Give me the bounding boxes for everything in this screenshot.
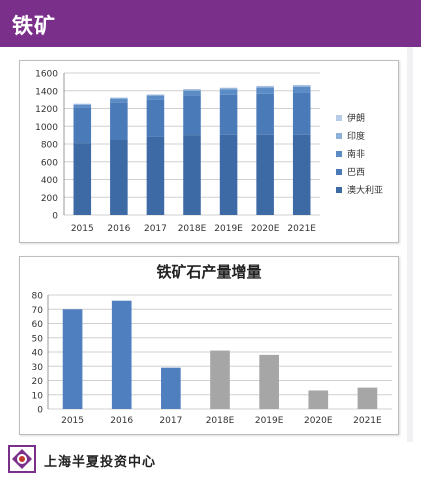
x-tick-label: 2019E — [214, 224, 243, 234]
bar-segment — [256, 93, 274, 135]
bar — [259, 354, 279, 409]
legend-swatch — [336, 187, 342, 193]
legend-label: 巴西 — [347, 167, 365, 178]
y-tick-label: 20 — [32, 377, 44, 387]
y-tick-label: 70 — [32, 306, 44, 316]
bar-segment — [292, 85, 311, 87]
bar-segment — [73, 107, 92, 144]
bar — [62, 309, 83, 409]
y-tick-label: 0 — [37, 406, 43, 416]
x-tick-label: 2018E — [206, 416, 235, 426]
bar-segment — [146, 95, 165, 100]
y-tick-label: 30 — [32, 363, 44, 373]
bar-segment — [110, 102, 128, 140]
y-tick-label: 1600 — [35, 70, 58, 80]
bar-segment — [219, 89, 238, 95]
x-tick-label: 2017 — [144, 224, 167, 234]
bar-segment — [219, 94, 238, 135]
bar — [308, 390, 329, 409]
y-tick-label: 60 — [32, 320, 44, 330]
x-tick-label: 2016 — [107, 224, 130, 234]
y-tick-label: 1400 — [35, 87, 58, 97]
y-tick-label: 400 — [41, 176, 58, 186]
bar-segment — [146, 94, 165, 96]
x-tick-label: 2021E — [287, 224, 316, 234]
company-name: 上海半夏投资中心 — [44, 455, 157, 470]
bar-segment — [73, 104, 92, 105]
bar-segment — [146, 99, 165, 137]
bar-segment — [73, 143, 92, 215]
bar-segment — [183, 95, 201, 136]
legend-swatch — [336, 169, 342, 175]
bar — [111, 300, 132, 409]
x-tick-label: 2021E — [353, 416, 382, 426]
bar-segment — [292, 92, 311, 135]
legend-label: 澳大利亚 — [347, 184, 383, 196]
chart-title: 铁矿石产量增量 — [156, 263, 261, 281]
bar-segment — [256, 87, 274, 94]
bar-segment — [256, 86, 274, 88]
y-tick-label: 1200 — [35, 105, 58, 115]
bar-segment — [73, 104, 92, 108]
bar-segment — [110, 139, 128, 215]
x-tick-label: 2020E — [251, 224, 280, 234]
page-title: 铁矿 — [12, 14, 56, 38]
x-tick-label: 2019E — [255, 416, 284, 426]
header-bar: 铁矿 — [0, 0, 421, 47]
y-tick-label: 50 — [32, 334, 44, 344]
y-tick-label: 600 — [41, 158, 58, 168]
bar-segment — [183, 89, 201, 91]
y-tick-label: 1000 — [35, 123, 58, 133]
x-tick-label: 2020E — [304, 416, 333, 426]
legend-swatch — [336, 151, 342, 157]
chart-panel-increment: 铁矿石产量增量 0 10 20 30 40 50 60 70 80 2015 2016 2017 2018… — [19, 256, 399, 435]
stacked-bar-chart: 0 200 400 600 800 1000 1200 1400 1600 2015 2016 201… — [35, 70, 383, 235]
x-tick-label: 2017 — [159, 416, 182, 426]
legend-label: 南非 — [347, 148, 365, 160]
bar — [210, 350, 230, 409]
legend-swatch — [336, 133, 342, 139]
bar — [357, 387, 378, 409]
y-tick-label: 0 — [52, 212, 58, 222]
bar-segment — [219, 88, 238, 90]
footer: 上海半夏投资中心 — [0, 442, 421, 477]
x-tick-label: 2015 — [61, 416, 84, 426]
y-tick-label: 80 — [32, 292, 44, 302]
x-tick-label: 2015 — [71, 224, 94, 234]
bar-segment — [292, 86, 311, 93]
legend-swatch — [336, 115, 342, 121]
bar-segment — [256, 134, 274, 215]
bar-segment — [219, 134, 238, 215]
x-tick-label: 2018E — [178, 224, 207, 234]
company-logo — [8, 445, 36, 473]
bar — [161, 367, 181, 409]
y-tick-label: 10 — [32, 391, 44, 401]
legend-label: 印度 — [347, 130, 365, 142]
bar-segment — [183, 90, 201, 96]
bar-segment — [110, 97, 128, 99]
bar-segment — [183, 135, 201, 215]
x-tick-label: 2016 — [110, 416, 133, 426]
bar-segment — [110, 98, 128, 103]
y-tick-label: 40 — [32, 349, 44, 359]
chart-panel-production: 0 200 400 600 800 1000 1200 1400 1600 2015 2016 201… — [19, 60, 399, 243]
bar-segment — [146, 136, 165, 215]
y-tick-label: 800 — [41, 141, 58, 151]
bar-segment — [292, 134, 311, 215]
bar-chart-increment: 铁矿石产量增量 0 10 20 30 40 50 60 70 80 2015 2016 2017 2018… — [32, 263, 392, 426]
y-tick-label: 200 — [41, 194, 58, 204]
legend-label: 伊朗 — [347, 112, 365, 124]
